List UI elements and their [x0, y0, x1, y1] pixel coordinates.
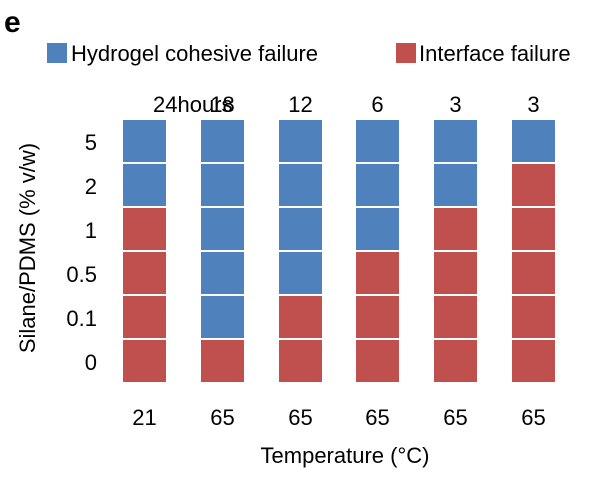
heatmap-cell-interface: [123, 208, 166, 250]
column-temperature-label: 65: [443, 405, 467, 430]
heatmap-cell-cohesive: [201, 296, 244, 338]
heatmap-cell-cohesive: [356, 164, 399, 206]
heatmap-cell-interface: [279, 296, 322, 338]
column-time-label: 3: [449, 92, 461, 117]
heatmap-cell-cohesive: [279, 208, 322, 250]
heatmap-cell-cohesive: [123, 120, 166, 162]
column-temperature-label: 65: [365, 405, 389, 430]
heatmap-cell-interface: [434, 208, 477, 250]
heatmap-cells: [123, 120, 555, 382]
row-label: 2: [85, 174, 97, 199]
heatmap-cell-cohesive: [356, 120, 399, 162]
row-label: 5: [85, 130, 97, 155]
legend: Hydrogel cohesive failure Interface fail…: [47, 41, 571, 66]
legend-swatch-interface: [396, 43, 416, 63]
heatmap-cell-cohesive: [201, 208, 244, 250]
column-time-label: 6: [371, 92, 383, 117]
legend-label-interface: Interface failure: [419, 41, 571, 66]
column-temperature-label: 21: [132, 405, 156, 430]
heatmap-cell-cohesive: [279, 164, 322, 206]
row-label: 0.1: [66, 306, 97, 331]
heatmap-cell-cohesive: [201, 252, 244, 294]
x-axis-label: Temperature (°C): [261, 443, 430, 468]
column-time-label: 18: [210, 92, 234, 117]
row-label: 0.5: [66, 262, 97, 287]
legend-swatch-cohesive: [47, 43, 67, 63]
heatmap-cell-cohesive: [201, 120, 244, 162]
heatmap-cell-interface: [356, 296, 399, 338]
heatmap-cell-interface: [356, 340, 399, 382]
legend-label-cohesive: Hydrogel cohesive failure: [71, 41, 318, 66]
column-time-label: 12: [288, 92, 312, 117]
heatmap-cell-cohesive: [201, 164, 244, 206]
heatmap-cell-interface: [123, 252, 166, 294]
heatmap-cell-interface: [512, 340, 555, 382]
heatmap-cell-interface: [512, 208, 555, 250]
heatmap-cell-interface: [123, 340, 166, 382]
heatmap-cell-interface: [201, 340, 244, 382]
heatmap-cell-interface: [123, 296, 166, 338]
column-time-label: 3: [527, 92, 539, 117]
heatmap-cell-cohesive: [356, 208, 399, 250]
heatmap-cell-interface: [512, 252, 555, 294]
heatmap-cell-cohesive: [279, 120, 322, 162]
y-axis-label: Silane/PDMS (% v/w): [15, 143, 40, 353]
heatmap-cell-cohesive: [123, 164, 166, 206]
row-label: 1: [85, 218, 97, 243]
heatmap-cell-cohesive: [434, 164, 477, 206]
heatmap-cell-interface: [512, 296, 555, 338]
panel-label: e: [4, 6, 21, 39]
heatmap-cell-cohesive: [512, 120, 555, 162]
heatmap-cell-interface: [434, 340, 477, 382]
column-temperature-label: 65: [210, 405, 234, 430]
heatmap-cell-interface: [434, 296, 477, 338]
heatmap-cell-interface: [434, 252, 477, 294]
heatmap-cell-interface: [512, 164, 555, 206]
heatmap-cell-cohesive: [279, 252, 322, 294]
heatmap-cell-interface: [279, 340, 322, 382]
row-label: 0: [85, 350, 97, 375]
column-time-label: 24hours: [153, 92, 233, 117]
column-temperature-label: 65: [288, 405, 312, 430]
heatmap-cell-interface: [356, 252, 399, 294]
column-temperature-labels: 21 65 65 65 65 65: [132, 405, 545, 430]
heatmap-cell-cohesive: [434, 120, 477, 162]
row-labels: 5 2 1 0.5 0.1 0: [66, 130, 97, 375]
column-temperature-label: 65: [521, 405, 545, 430]
